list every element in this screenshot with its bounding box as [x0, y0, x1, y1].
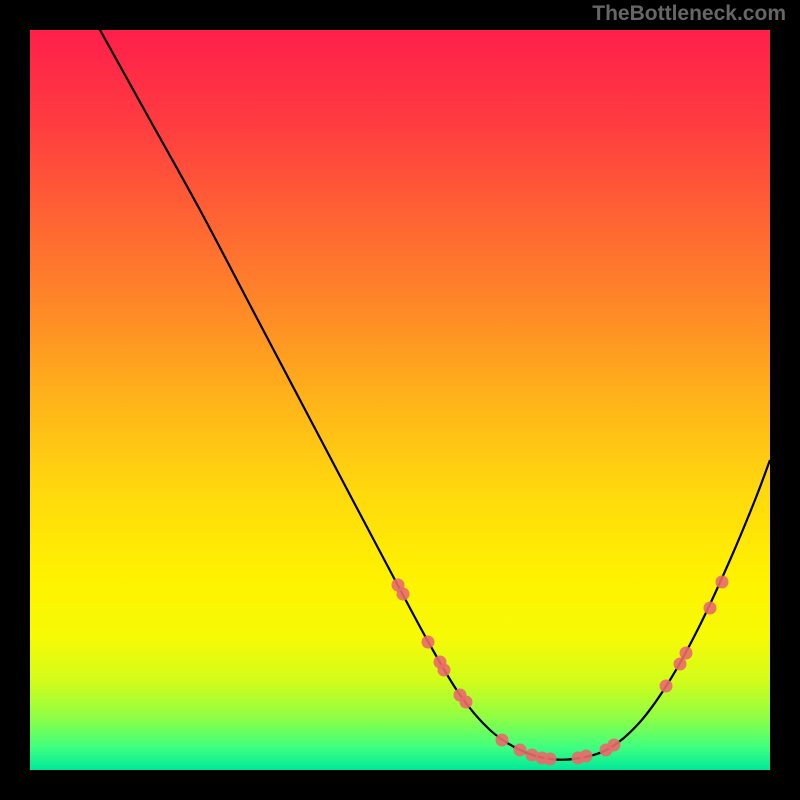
data-marker: [680, 647, 693, 660]
data-marker: [514, 744, 527, 757]
data-marker: [704, 602, 717, 615]
data-markers-group: [392, 576, 729, 766]
data-marker: [438, 664, 451, 677]
data-marker: [397, 588, 410, 601]
data-marker: [716, 576, 729, 589]
watermark-text: TheBottleneck.com: [592, 2, 786, 26]
data-marker: [544, 753, 557, 766]
data-marker: [674, 658, 687, 671]
chart-svg: [30, 30, 770, 770]
data-marker: [422, 636, 435, 649]
data-marker: [580, 750, 593, 763]
plot-area: [30, 30, 770, 770]
bottleneck-curve: [100, 30, 770, 760]
data-marker: [660, 680, 673, 693]
data-marker: [460, 696, 473, 709]
data-marker: [608, 739, 621, 752]
data-marker: [496, 734, 509, 747]
